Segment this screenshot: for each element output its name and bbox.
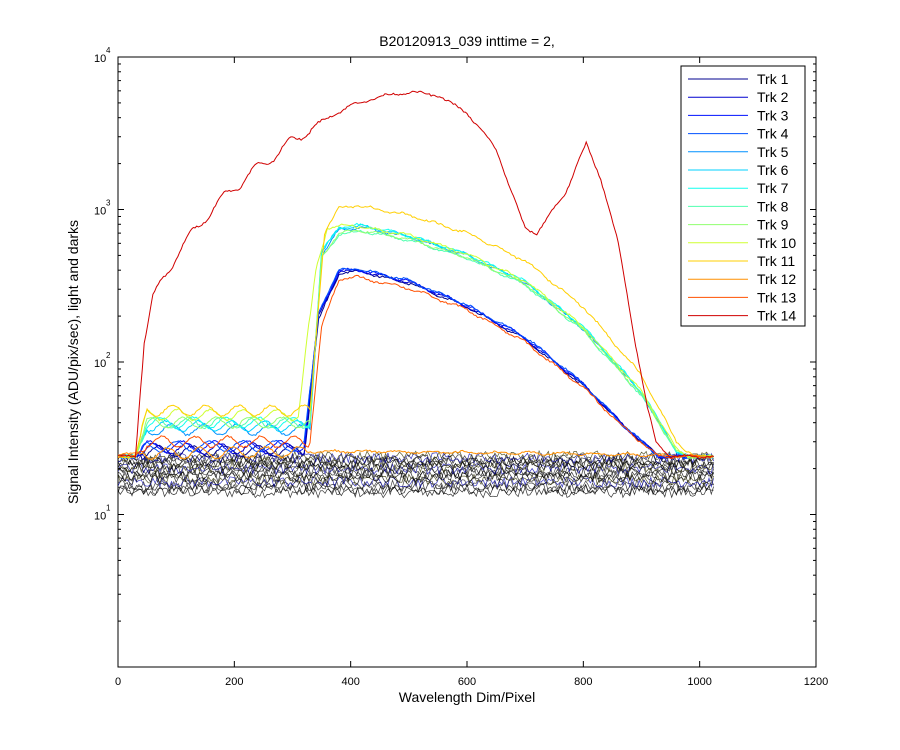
x-tick-label: 200 bbox=[225, 676, 243, 688]
legend-label: Trk 14 bbox=[757, 308, 796, 324]
legend-label: Trk 7 bbox=[757, 180, 789, 196]
x-axis-ticks: 0 200 400 600 800 1000 1200 bbox=[115, 57, 828, 688]
y-tick-label: 10 bbox=[94, 53, 106, 65]
x-tick-label: 600 bbox=[458, 676, 476, 688]
dark-noise-band bbox=[118, 449, 714, 499]
x-tick-label: 800 bbox=[574, 676, 592, 688]
y-tick-label: 10 bbox=[94, 511, 106, 523]
legend-label: Trk 3 bbox=[757, 107, 789, 123]
legend-label: Trk 4 bbox=[757, 126, 789, 142]
legend-label: Trk 10 bbox=[757, 235, 796, 251]
x-tick-label: 0 bbox=[115, 676, 121, 688]
dark-noise-line bbox=[118, 472, 714, 486]
y-tick-exponent: 4 bbox=[106, 46, 111, 55]
dark-noise-line bbox=[118, 468, 714, 482]
x-tick-label: 1000 bbox=[687, 676, 711, 688]
y-axis-title: Signal Intensity (ADU/pix/sec), light an… bbox=[65, 220, 81, 504]
chart-title: B20120913_039 inttime = 2, bbox=[379, 33, 555, 49]
legend-label: Trk 5 bbox=[757, 144, 789, 160]
legend-label: Trk 9 bbox=[757, 217, 789, 233]
series-line-13 bbox=[118, 274, 714, 459]
dark-noise-line bbox=[118, 462, 714, 476]
dark-noise-line bbox=[118, 475, 714, 489]
y-tick-exponent: 2 bbox=[106, 351, 111, 360]
x-tick-label: 1200 bbox=[804, 676, 828, 688]
legend-label: Trk 6 bbox=[757, 162, 789, 178]
y-tick-exponent: 1 bbox=[106, 504, 111, 513]
x-axis-title: Wavelength Dim/Pixel bbox=[399, 689, 535, 705]
legend-label: Trk 12 bbox=[757, 271, 796, 287]
y-tick-label: 10 bbox=[94, 206, 106, 218]
legend-label: Trk 8 bbox=[757, 198, 789, 214]
legend-label: Trk 11 bbox=[757, 253, 795, 269]
series-line-12 bbox=[118, 445, 714, 461]
dark-noise-line bbox=[118, 486, 714, 499]
dark-noise-line bbox=[118, 460, 714, 474]
x-tick-label: 400 bbox=[341, 676, 359, 688]
legend-label: Trk 2 bbox=[757, 89, 789, 105]
series-lines bbox=[118, 90, 714, 461]
y-tick-label: 10 bbox=[94, 358, 106, 370]
y-tick-exponent: 3 bbox=[106, 199, 111, 208]
series-line-11 bbox=[118, 205, 714, 459]
dark-noise-line bbox=[118, 483, 714, 497]
dark-noise-line bbox=[118, 458, 714, 471]
series-line-8 bbox=[118, 229, 714, 460]
legend: Trk 1 Trk 2 Trk 3 Trk 4 Trk 5 Trk 6 Trk 7 Trk 8… bbox=[680, 65, 806, 327]
dark-noise-line bbox=[118, 471, 714, 484]
series-line-9 bbox=[118, 229, 714, 459]
legend-box bbox=[680, 65, 806, 327]
legend-label: Trk 13 bbox=[757, 289, 796, 305]
series-line-14 bbox=[118, 90, 714, 460]
legend-label: Trk 1 bbox=[757, 71, 789, 87]
dark-noise-line bbox=[118, 449, 714, 463]
